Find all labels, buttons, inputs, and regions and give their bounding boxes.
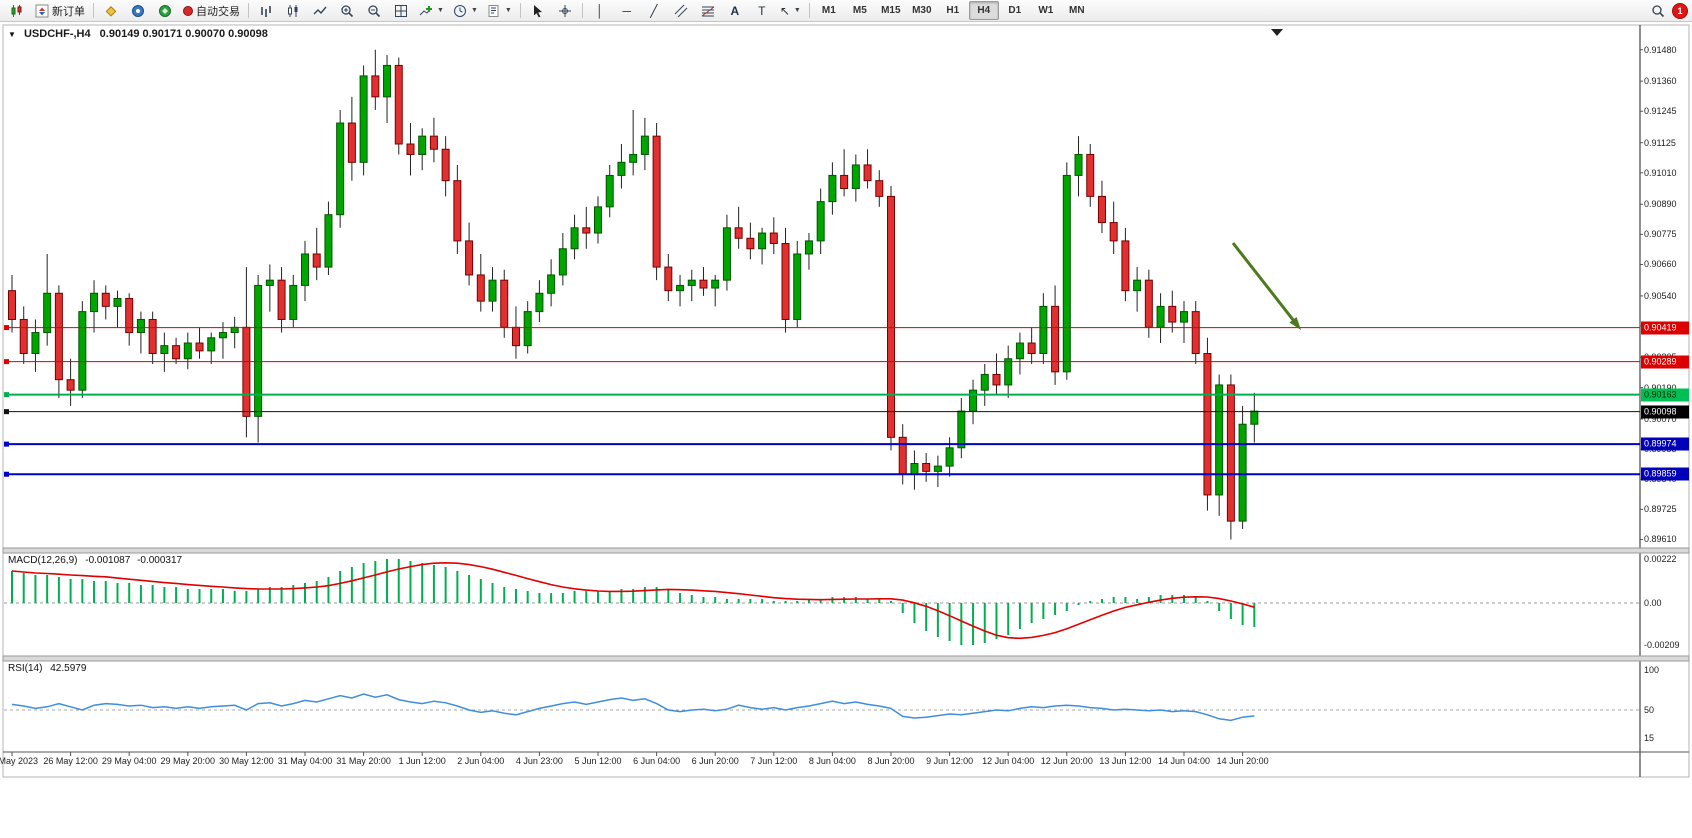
chart-shift-marker[interactable] bbox=[1271, 29, 1283, 36]
bar-chart-icon bbox=[261, 5, 271, 17]
horizontal-line-tool-button[interactable]: ─ bbox=[614, 1, 640, 21]
timeframe-m30-button[interactable]: M30 bbox=[912, 5, 932, 16]
market-button[interactable] bbox=[152, 1, 178, 21]
trendline-tool-button[interactable]: ╱ bbox=[641, 1, 667, 21]
community-icon bbox=[132, 4, 144, 17]
candlestick-chart-icon bbox=[288, 4, 298, 17]
text-tool-button[interactable]: A bbox=[722, 1, 748, 21]
new-chart-icon bbox=[11, 4, 22, 17]
label-tool-icon: T bbox=[758, 3, 766, 18]
trendline-icon: ╱ bbox=[650, 3, 658, 18]
vertical-line-icon: │ bbox=[596, 3, 604, 18]
search-button[interactable] bbox=[1645, 1, 1671, 21]
toolbar-separator bbox=[581, 3, 583, 18]
macd-main-value: -0.001087 bbox=[85, 555, 131, 566]
indicators-icon bbox=[419, 5, 432, 15]
channel-icon bbox=[674, 4, 688, 17]
timeframe-group: M1 M5 M15 M30 H1 H4 D1 W1 MN bbox=[814, 1, 1092, 20]
arrow-tool-icon: ↖ bbox=[779, 3, 790, 18]
line-chart-button[interactable] bbox=[307, 1, 333, 21]
templates-button[interactable]: ▼ bbox=[483, 1, 516, 21]
market-icon bbox=[159, 4, 171, 17]
zoom-in-icon bbox=[341, 4, 354, 17]
macd-label: MACD(12,26,9) bbox=[8, 555, 78, 566]
chart-symbol-period: USDCHF-,H4 bbox=[23, 28, 91, 40]
toolbar-separator bbox=[519, 3, 521, 18]
rsi-panel-title: RSI(14) 42.5979 bbox=[8, 663, 86, 674]
chevron-down-icon: ▼ bbox=[470, 7, 478, 14]
fibonacci-icon bbox=[701, 6, 715, 16]
clock-icon bbox=[453, 4, 466, 17]
autotrading-label: 自动交易 bbox=[196, 5, 240, 18]
chevron-down-icon: ▼ bbox=[437, 7, 444, 14]
crosshair-icon bbox=[558, 4, 571, 17]
horizontal-lines-group[interactable] bbox=[4, 325, 1640, 477]
zoom-out-icon bbox=[368, 4, 381, 17]
metaeditor-icon bbox=[105, 5, 117, 17]
timeframe-m5-button[interactable]: M5 bbox=[852, 5, 867, 16]
rsi-line bbox=[11, 693, 1255, 722]
autotrading-button[interactable]: 自动交易 bbox=[179, 1, 244, 21]
search-icon bbox=[1652, 4, 1665, 17]
chevron-down-icon: ▼ bbox=[504, 7, 512, 14]
arrows-tool-button[interactable]: ↖ ▼ bbox=[776, 1, 805, 21]
new-order-button[interactable]: 新订单 bbox=[31, 1, 89, 21]
text-tool-icon: A bbox=[730, 3, 740, 18]
panel-splitter[interactable] bbox=[2, 655, 1690, 662]
main-toolbar: 新订单 自动交易 bbox=[0, 0, 1692, 22]
macd-signal-line bbox=[11, 561, 1255, 640]
autotrading-status-icon bbox=[183, 5, 193, 16]
arrow-annotation[interactable] bbox=[1231, 242, 1301, 330]
crosshair-button[interactable] bbox=[552, 1, 578, 21]
horizontal-line-icon: ─ bbox=[622, 3, 632, 18]
vertical-line-tool-button[interactable]: │ bbox=[587, 1, 613, 21]
timeframe-m1-button[interactable]: M1 bbox=[821, 5, 836, 16]
toolbar-separator bbox=[93, 3, 94, 18]
timeframe-h1-button[interactable]: H1 bbox=[946, 5, 960, 16]
zoom-in-button[interactable] bbox=[334, 1, 360, 21]
indicators-button[interactable]: ▼ bbox=[415, 1, 448, 21]
bar-chart-button[interactable] bbox=[253, 1, 279, 21]
chart-ohlc-values: 0.90149 0.90171 0.90070 0.90098 bbox=[99, 28, 268, 40]
toolbar-separator bbox=[248, 3, 249, 18]
label-tool-button[interactable]: T bbox=[749, 1, 775, 21]
timeframe-w1-button[interactable]: W1 bbox=[1038, 5, 1054, 16]
timeframe-mn-button[interactable]: MN bbox=[1069, 5, 1085, 16]
cursor-button[interactable] bbox=[525, 1, 551, 21]
candles-group bbox=[8, 49, 1259, 540]
line-chart-icon bbox=[313, 6, 327, 14]
notification-badge[interactable]: 1 bbox=[1672, 2, 1688, 19]
panel-splitter[interactable] bbox=[2, 547, 1690, 554]
rsi-label: RSI(14) bbox=[8, 663, 43, 674]
template-icon bbox=[488, 4, 499, 17]
candlestick-chart-button[interactable] bbox=[280, 1, 306, 21]
one-click-trading-toggle[interactable]: ▼ bbox=[8, 30, 16, 39]
community-button[interactable] bbox=[125, 1, 151, 21]
cursor-icon bbox=[533, 4, 542, 17]
macd-signal-value: -0.000317 bbox=[137, 555, 183, 566]
toolbar-separator bbox=[808, 3, 810, 18]
tile-windows-icon bbox=[395, 4, 407, 17]
periods-button[interactable]: ▼ bbox=[449, 1, 482, 21]
new-order-label: 新订单 bbox=[52, 5, 85, 18]
chevron-down-icon: ▼ bbox=[793, 7, 801, 14]
fibonacci-tool-button[interactable] bbox=[695, 1, 721, 21]
timeframe-h4-button[interactable]: H4 bbox=[968, 1, 999, 20]
new-order-icon bbox=[35, 4, 49, 17]
zoom-out-button[interactable] bbox=[361, 1, 387, 21]
chart-title: ▼ USDCHF-,H4 0.90149 0.90171 0.90070 0.9… bbox=[8, 28, 268, 40]
channel-tool-button[interactable] bbox=[668, 1, 694, 21]
new-chart-button[interactable] bbox=[4, 1, 30, 21]
rsi-value: 42.5979 bbox=[50, 663, 87, 674]
tile-windows-button[interactable] bbox=[388, 1, 414, 21]
metaeditor-button[interactable] bbox=[98, 1, 124, 21]
macd-panel-title: MACD(12,26,9) -0.001087 -0.000317 bbox=[8, 555, 182, 566]
timeframe-m15-button[interactable]: M15 bbox=[881, 5, 901, 16]
timeframe-d1-button[interactable]: D1 bbox=[1008, 5, 1022, 16]
